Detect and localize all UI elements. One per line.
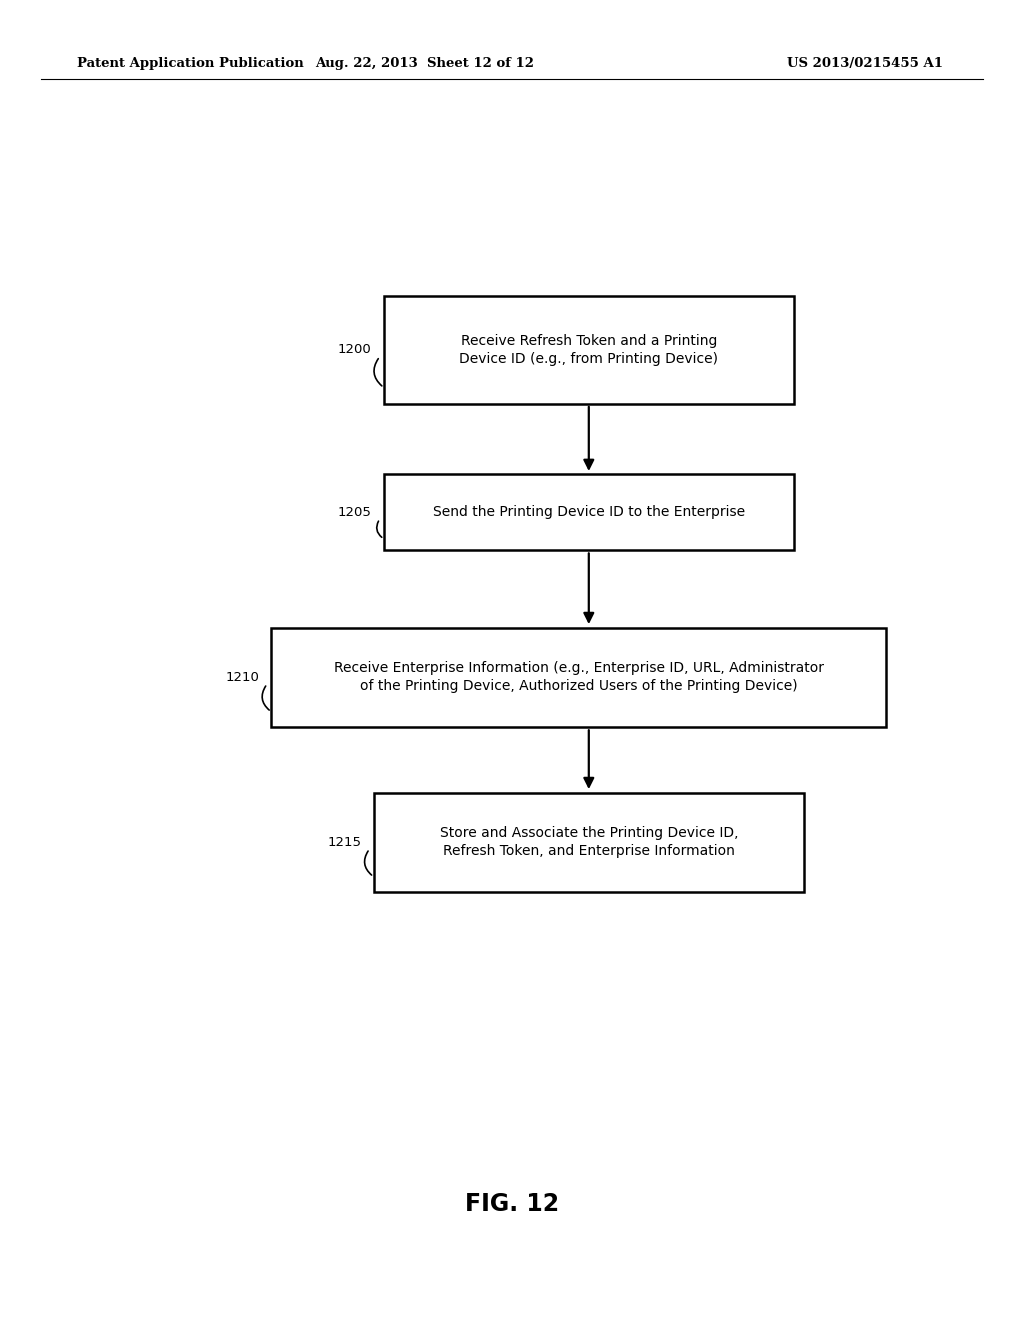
Text: Store and Associate the Printing Device ID,
Refresh Token, and Enterprise Inform: Store and Associate the Printing Device … — [439, 826, 738, 858]
Text: Send the Printing Device ID to the Enterprise: Send the Printing Device ID to the Enter… — [433, 506, 744, 519]
Bar — [271, 628, 886, 726]
Bar — [384, 296, 794, 404]
Text: FIG. 12: FIG. 12 — [465, 1192, 559, 1216]
Bar — [384, 474, 794, 550]
Text: 1205: 1205 — [338, 506, 372, 519]
Text: US 2013/0215455 A1: US 2013/0215455 A1 — [787, 57, 943, 70]
Text: 1215: 1215 — [328, 836, 361, 849]
Text: Receive Enterprise Information (e.g., Enterprise ID, URL, Administrator
of the P: Receive Enterprise Information (e.g., En… — [334, 661, 823, 693]
Bar — [374, 792, 804, 892]
Text: 1210: 1210 — [225, 671, 259, 684]
Text: 1200: 1200 — [338, 343, 372, 356]
Text: Patent Application Publication: Patent Application Publication — [77, 57, 303, 70]
Text: Receive Refresh Token and a Printing
Device ID (e.g., from Printing Device): Receive Refresh Token and a Printing Dev… — [460, 334, 718, 366]
Text: Aug. 22, 2013  Sheet 12 of 12: Aug. 22, 2013 Sheet 12 of 12 — [315, 57, 535, 70]
